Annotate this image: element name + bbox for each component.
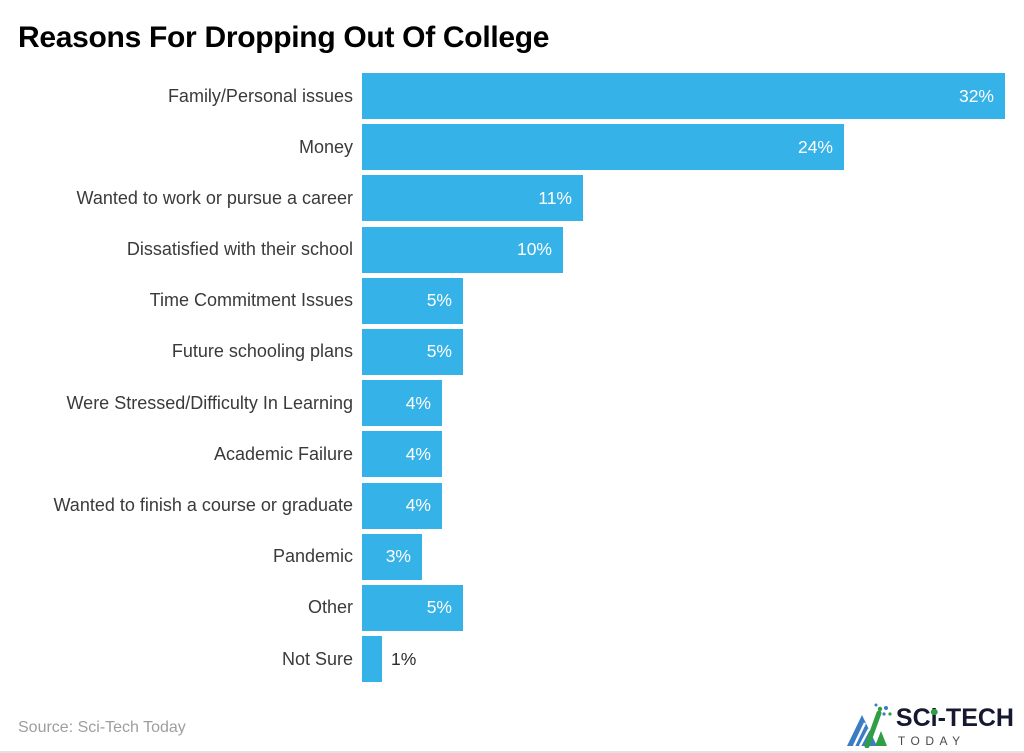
source-text: Source: Sci-Tech Today [18,719,186,736]
category-label: Money [298,136,353,157]
chart-row: Wanted to finish a course or graduate 4% [0,482,1024,529]
brand-subtitle: TODAY [897,734,966,748]
bar-track: 4% [362,482,1024,529]
bar-value: 4% [405,495,431,515]
bar-track: 5% [362,328,1024,375]
bar-chart: Family/Personal issues 32% Money 24% Wan… [0,73,1024,683]
brand-pre: SC [895,704,931,732]
chart-row: Wanted to work or pursue a career 11% [0,175,1024,222]
category-label: Family/Personal issues [167,85,353,106]
bar-track: 1% [362,636,1024,683]
brand-post: -TECH [937,704,1014,732]
bar-value: 3% [385,546,411,567]
category-label: Future schooling plans [171,341,353,362]
category-label: Wanted to finish a course or graduate [53,495,353,515]
scitech-logo: SCi-TECH TODAY [846,702,1014,748]
bar-value: 10% [516,239,552,260]
bar: 5% [362,584,463,631]
bar: 4% [362,431,442,478]
category-label: Dissatisfied with their school [126,239,353,260]
chart-row: Family/Personal issues 32% [0,73,1024,119]
bar-track: 5% [362,584,1024,631]
bar: 5% [362,328,463,375]
bar-value: 5% [426,597,452,618]
bar: 5% [362,277,463,324]
bar-value: 5% [426,341,452,362]
brand-i-letter: i [930,704,938,732]
bar-track: 4% [362,431,1024,478]
bar-track: 3% [362,533,1024,580]
bar [362,636,382,683]
bar: 11% [362,175,583,222]
category-label: Wanted to work or pursue a career [76,187,353,208]
bar-value: 32% [958,85,994,106]
chart-row: Other 5% [0,584,1024,631]
bar-track: 10% [362,226,1024,273]
category-label: Time Commitment Issues [149,290,353,311]
logo-text: SCi-TECH TODAY [896,706,1014,749]
page-title: Reasons For Dropping Out Of College [18,21,550,54]
chart-row: Money 24% [0,124,1024,171]
bar-track: 5% [362,277,1024,324]
chart-row: Not Sure 1% [0,636,1024,683]
bar: 3% [362,533,422,580]
bar: 32% [362,73,1005,119]
bar-value: 5% [426,290,452,311]
bar: 4% [362,380,442,427]
chart-row: Future schooling plans 5% [0,328,1024,375]
bar-track: 11% [362,175,1024,222]
bar: 4% [362,482,442,529]
bar-value: 4% [405,443,431,464]
bar-track: 24% [362,124,1024,171]
category-label: Not Sure [281,648,353,669]
chart-row: Pandemic 3% [0,533,1024,580]
category-label: Academic Failure [213,443,353,464]
category-label: Were Stressed/Difficulty In Learning [66,392,353,413]
bar: 24% [362,124,844,171]
bottom-rule [0,751,1024,753]
bar-track: 32% [362,73,1024,119]
chart-row: Were Stressed/Difficulty In Learning 4% [0,380,1024,427]
category-label: Other [307,597,353,618]
bar-value: 24% [797,136,833,157]
bar-value-outside: 1% [391,648,417,669]
chart-row: Time Commitment Issues 5% [0,277,1024,324]
bar: 10% [362,226,563,273]
bar-value: 11% [538,187,572,208]
chart-row: Academic Failure 4% [0,431,1024,478]
category-label: Pandemic [272,546,353,567]
brand-name: SCi-TECH [896,706,1014,731]
bar-value: 4% [405,392,431,413]
bar-track: 4% [362,380,1024,427]
chart-row: Dissatisfied with their school 10% [0,226,1024,273]
scitech-logo-icon [846,703,892,748]
